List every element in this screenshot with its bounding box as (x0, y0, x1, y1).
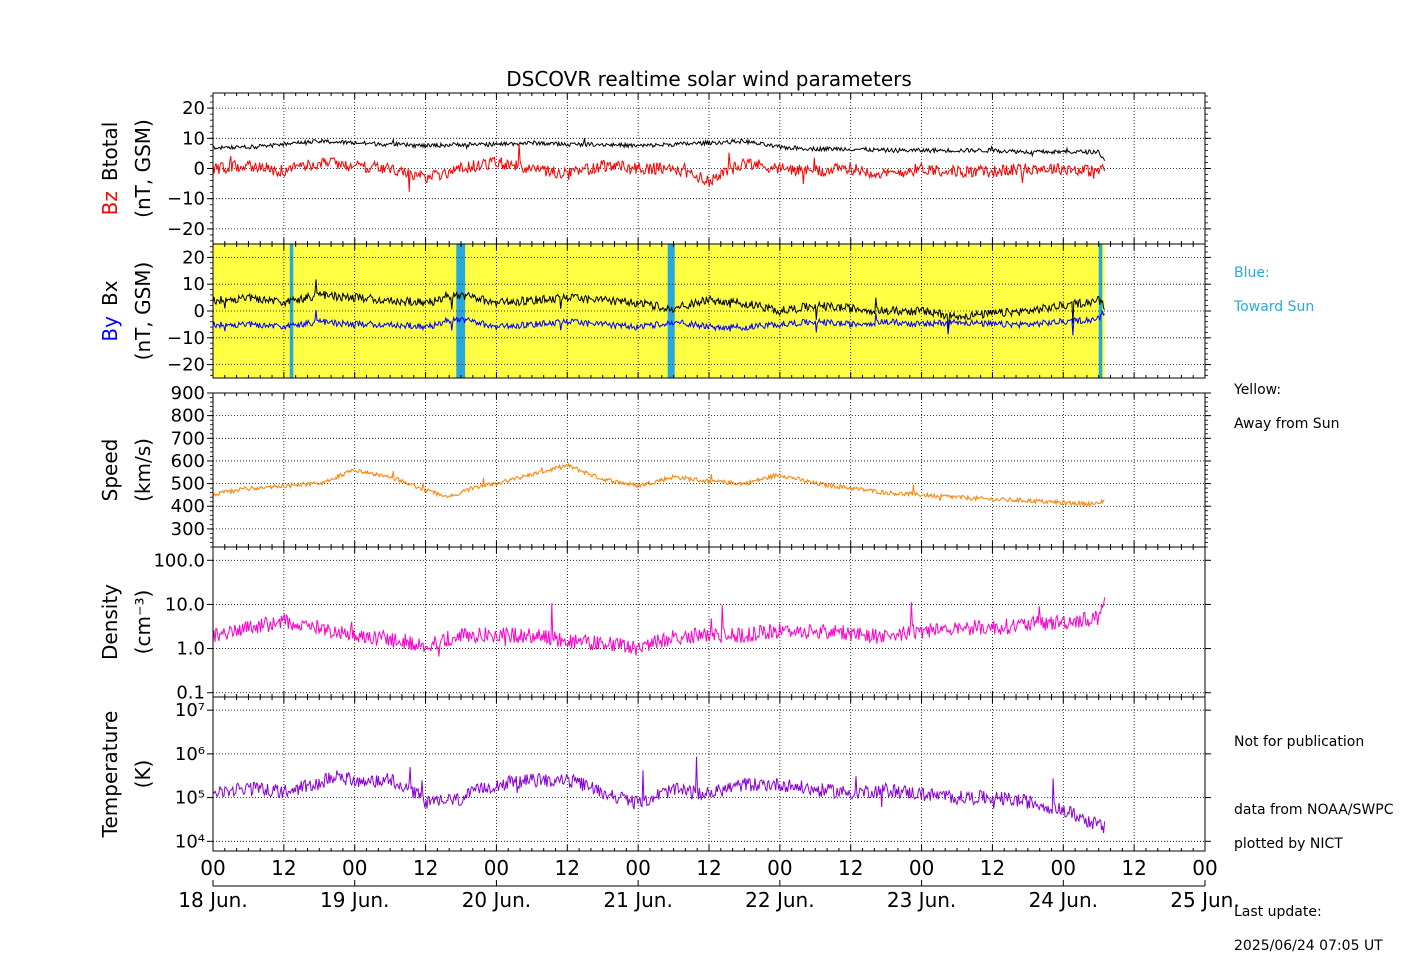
chart-title: DSCOVR realtime solar wind parameters (506, 67, 912, 91)
y-tick-label: 10⁶ (175, 744, 205, 765)
panel-5: 10⁷ 10⁶ 10⁵ 10⁴ Temperature (K) (98, 696, 1211, 852)
plot-panels: 20 10 0 −10 −20 Bz Btotal (nT, GSM) 20 10 0 −10 −20 B… (98, 92, 1211, 852)
solar-wind-figure: DSCOVR realtime solar wind parameters 20… (98, 67, 1240, 912)
series-speed (213, 462, 1105, 508)
plotted-by-note: plotted by NICT (1234, 836, 1343, 852)
x-day-label: 24 Jun. (1029, 888, 1098, 912)
y-tick-label: 300 (171, 519, 205, 540)
y-tick-label: 20 (182, 247, 205, 268)
x-day-label: 18 Jun. (178, 888, 247, 912)
x-day-label: 22 Jun. (745, 888, 814, 912)
toward-sector-band (667, 244, 675, 378)
y-tick-label: 1.0 (176, 639, 205, 660)
y-axis-label: By Bx (98, 280, 122, 341)
x-hour-label: 12 (838, 856, 863, 880)
x-hour-label: 12 (271, 856, 296, 880)
last-update-value: 2025/06/24 07:05 UT (1234, 938, 1383, 954)
series-btotal (213, 137, 1106, 161)
y-axis-label: Density (98, 584, 122, 660)
y-tick-label: 0 (194, 301, 205, 322)
y-axis-unit: (cm⁻³) (131, 590, 155, 655)
x-hour-label: 12 (1121, 856, 1146, 880)
y-label-part: Btotal (98, 122, 122, 181)
data-source-note: data from NOAA/SWPC (1234, 802, 1394, 818)
y-tick-label: 800 (171, 406, 205, 427)
legend-yellow-text: Away from Sun (1234, 416, 1340, 432)
y-tick-label: 900 (171, 383, 205, 404)
y-tick-label: 10 (182, 128, 205, 149)
y-axis-unit: (km/s) (131, 438, 155, 502)
x-hour-label: 00 (1192, 856, 1217, 880)
y-label-part: Bx (98, 280, 122, 306)
y-tick-label: 0 (194, 159, 205, 180)
y-tick-label: 400 (171, 496, 205, 517)
x-hour-label: 12 (980, 856, 1005, 880)
x-day-label: 21 Jun. (603, 888, 672, 912)
y-tick-label: 10⁵ (175, 788, 205, 809)
x-hour-label: 12 (696, 856, 721, 880)
x-hour-label: 00 (484, 856, 509, 880)
y-tick-label: 10 (182, 274, 205, 295)
x-hour-label: 00 (342, 856, 367, 880)
x-hour-label: 00 (1051, 856, 1076, 880)
y-tick-label: −10 (167, 328, 205, 349)
toward-sector-band (456, 244, 466, 378)
y-label-part: By (98, 316, 122, 342)
y-tick-label: 10⁷ (175, 700, 205, 721)
x-day-label: 23 Jun. (887, 888, 956, 912)
panel-4: 100.0 10.0 1.0 0.1 Density (cm⁻³) (98, 546, 1211, 704)
y-axis-unit: (nT, GSM) (131, 119, 155, 218)
series-by (213, 279, 1105, 331)
series-temperature (213, 756, 1106, 834)
series-bx (213, 309, 1105, 336)
y-axis-label: Temperature (98, 711, 122, 839)
y-tick-label: 100.0 (153, 550, 205, 571)
y-tick-label: 600 (171, 451, 205, 472)
panel-frame (212, 696, 1206, 852)
x-hour-label: 00 (200, 856, 225, 880)
legend-blue-label: Blue: (1234, 265, 1270, 281)
legend-blue-text: Toward Sun (1234, 299, 1315, 315)
y-tick-label: 0.1 (176, 683, 205, 704)
panel-1: 20 10 0 −10 −20 Bz Btotal (nT, GSM) (98, 92, 1211, 245)
y-label-part: Bz (98, 191, 122, 215)
y-axis-label: Speed (98, 439, 122, 502)
x-hour-label: 00 (909, 856, 934, 880)
x-hour-label: 00 (625, 856, 650, 880)
legend-yellow-label: Yellow: (1234, 382, 1282, 398)
x-hour-label: 00 (767, 856, 792, 880)
polarity-legend: Blue: Toward Sun Yellow: Away from Sun (1234, 248, 1339, 450)
y-tick-label: 700 (171, 428, 205, 449)
x-day-label: 25 Jun. (1170, 888, 1239, 912)
y-axis-unit: (K) (131, 760, 155, 789)
series-bz (213, 143, 1106, 192)
y-axis-unit: (nT, GSM) (131, 262, 155, 361)
info-notes: Not for publication data from NOAA/SWPC … (1234, 717, 1393, 972)
x-hour-label: 12 (555, 856, 580, 880)
last-update-label: Last update: (1234, 904, 1322, 920)
toward-sector-band (1098, 244, 1103, 378)
y-tick-label: 10⁴ (175, 831, 205, 852)
panel-2: 20 10 0 −10 −20 By Bx (nT, GSM) (98, 243, 1211, 379)
y-tick-label: 20 (182, 98, 205, 119)
x-day-label: 19 Jun. (320, 888, 389, 912)
x-day-label: 20 Jun. (462, 888, 531, 912)
y-tick-label: −20 (167, 355, 205, 376)
panel-frame (212, 392, 1206, 548)
not-for-publication-note: Not for publication (1234, 734, 1365, 750)
time-axis: 00 12 00 12 00 12 00 12 00 12 00 12 00 12 00 18 Jun. 19 … (178, 856, 1239, 912)
away-sector-band (213, 244, 1105, 378)
y-tick-label: 10.0 (165, 594, 205, 615)
y-axis-label: Bz Btotal (98, 122, 122, 216)
y-tick-label: 500 (171, 474, 205, 495)
series-density (213, 597, 1106, 657)
y-tick-label: −10 (167, 189, 205, 210)
y-tick-label: −20 (167, 219, 205, 240)
x-hour-label: 12 (413, 856, 438, 880)
